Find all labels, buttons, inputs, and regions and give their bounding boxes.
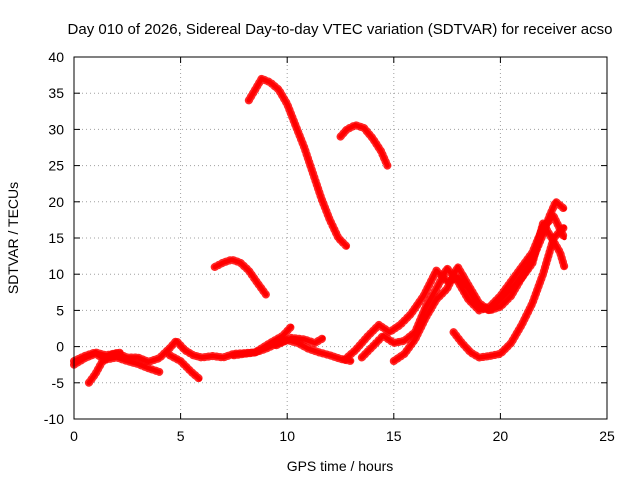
series-arc-3-markers	[84, 348, 125, 387]
axis-ticks: 0 5 10 15 20 25 -10 -5 0 5 10 15 20 25 30 35 40	[44, 49, 615, 444]
x-axis-label: GPS time / hours	[287, 458, 394, 474]
x-tick-label: 15	[386, 428, 402, 444]
y-tick-label: 10	[48, 266, 64, 282]
x-tick-label: 20	[493, 428, 509, 444]
y-tick-label: 25	[48, 158, 64, 174]
x-tick-label: 25	[599, 428, 615, 444]
series-arc-11-markers	[357, 212, 569, 362]
series-arc-8-markers	[244, 74, 351, 251]
y-tick-label: -10	[44, 411, 64, 427]
series-arc-7-markers	[210, 255, 270, 299]
x-tick-label: 10	[279, 428, 295, 444]
y-tick-label: 30	[48, 121, 64, 137]
series-arc-4-markers	[165, 351, 204, 384]
x-tick-label: 5	[177, 428, 185, 444]
series-arc-6-markers	[272, 333, 328, 350]
chart-title: Day 010 of 2026, Sidereal Day-to-day VTE…	[68, 21, 613, 38]
series-arc-9-markers	[336, 121, 392, 170]
series-arc-13-markers	[449, 223, 569, 362]
data-traces	[70, 74, 569, 387]
y-tick-label: 0	[56, 339, 64, 355]
series-arc-12-markers	[389, 219, 569, 366]
x-tick-label: 0	[70, 428, 78, 444]
y-tick-label: 20	[48, 194, 64, 210]
series-arc-5-markers	[229, 322, 296, 360]
y-tick-label: 15	[48, 230, 64, 246]
y-tick-label: -5	[52, 375, 65, 391]
y-tick-label: 35	[48, 85, 64, 101]
y-tick-label: 5	[56, 302, 64, 318]
y-tick-label: 40	[48, 49, 64, 65]
y-axis-label: SDTVAR / TECUs	[5, 182, 21, 294]
